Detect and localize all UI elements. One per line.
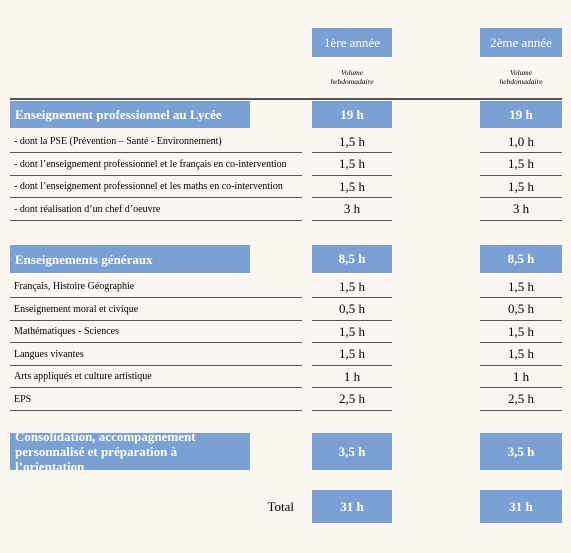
- column-subheader: Volume hebdomadaire: [330, 68, 374, 86]
- row-label: Enseignement moral et civique: [14, 303, 139, 315]
- rule: [480, 219, 562, 221]
- row-value: 2,5 h: [508, 391, 534, 406]
- rule: [10, 364, 302, 366]
- rule: [312, 342, 392, 343]
- row-value: 1 h: [343, 368, 361, 384]
- rule: [312, 152, 392, 153]
- row-value: 1,5 h: [339, 346, 365, 361]
- rule: [10, 319, 302, 321]
- rule: [10, 219, 302, 221]
- section-total: 3,5 h: [312, 433, 392, 470]
- section-title: Consolidation, accompagnement personnali…: [10, 429, 250, 474]
- rule: [312, 387, 392, 388]
- row-label: Langues vivantes: [14, 348, 84, 360]
- rule: [480, 387, 562, 388]
- section-total: 8,5 h: [480, 245, 562, 273]
- rule: [10, 174, 302, 176]
- section-title: Enseignement professionnel au Lycée: [10, 101, 250, 128]
- section-title: Enseignements généraux: [10, 245, 250, 273]
- column-header: 1ère année: [312, 28, 392, 57]
- row-value: 3 h: [512, 201, 530, 216]
- row-value: 1,5 h: [508, 278, 534, 294]
- rule: [10, 98, 562, 100]
- row-value: 0,5 h: [339, 301, 365, 316]
- row-label: EPS: [14, 393, 32, 405]
- row-label: - dont l’enseignement professionnel et l…: [14, 158, 287, 170]
- column-subheader: Volume hebdomadaire: [499, 68, 543, 86]
- total-value: 31 h: [480, 490, 562, 523]
- rule: [480, 342, 562, 343]
- rule: [10, 387, 302, 388]
- rule: [480, 197, 562, 198]
- row-value: 1,5 h: [339, 133, 365, 149]
- rule: [312, 364, 392, 366]
- row-value: 3 h: [343, 201, 361, 216]
- row-value: 0,5 h: [508, 301, 534, 316]
- rule: [480, 152, 562, 153]
- rule: [10, 197, 302, 198]
- rule: [480, 364, 562, 366]
- row-value: 1,5 h: [339, 323, 365, 339]
- row-label: Arts appliqués et culture artistique: [14, 371, 152, 382]
- row-value: 1,5 h: [508, 323, 534, 339]
- row-value: 1,5 h: [508, 346, 534, 361]
- row-value: 1,5 h: [339, 156, 365, 171]
- section-total: 3,5 h: [480, 433, 562, 470]
- row-value: 2,5 h: [339, 391, 365, 406]
- rule: [312, 174, 392, 176]
- row-value: 1,5 h: [508, 156, 534, 171]
- rule: [312, 409, 392, 411]
- row-label: Français, Histoire Géographie: [14, 281, 135, 292]
- total-value: 31 h: [312, 490, 392, 523]
- row-label: - dont la PSE (Prévention – Santé - Envi…: [14, 136, 222, 147]
- rule: [480, 174, 562, 176]
- rule: [10, 152, 302, 153]
- rule: [480, 409, 562, 411]
- total-label: Total: [267, 498, 294, 514]
- rule: [312, 219, 392, 221]
- rule: [312, 197, 392, 198]
- row-value: 1,5 h: [339, 178, 365, 194]
- section-total: 19 h: [312, 101, 392, 128]
- rule: [480, 319, 562, 321]
- column-header: 2ème année: [480, 28, 562, 57]
- row-value: 1,5 h: [339, 278, 365, 294]
- rule: [10, 297, 302, 298]
- row-value: 1,0 h: [508, 133, 534, 149]
- row-value: 1,5 h: [508, 178, 534, 194]
- row-label: Mathématiques - Sciences: [14, 326, 119, 337]
- rule: [312, 319, 392, 321]
- row-value: 1 h: [512, 368, 530, 384]
- rule: [10, 409, 302, 411]
- row-label: - dont réalisation d’un chef d’oeuvre: [14, 203, 161, 215]
- rule: [480, 297, 562, 298]
- row-label: - dont l’enseignement professionnel et l…: [14, 181, 283, 192]
- rule: [10, 342, 302, 343]
- rule: [312, 297, 392, 298]
- section-total: 8,5 h: [312, 245, 392, 273]
- section-total: 19 h: [480, 101, 562, 128]
